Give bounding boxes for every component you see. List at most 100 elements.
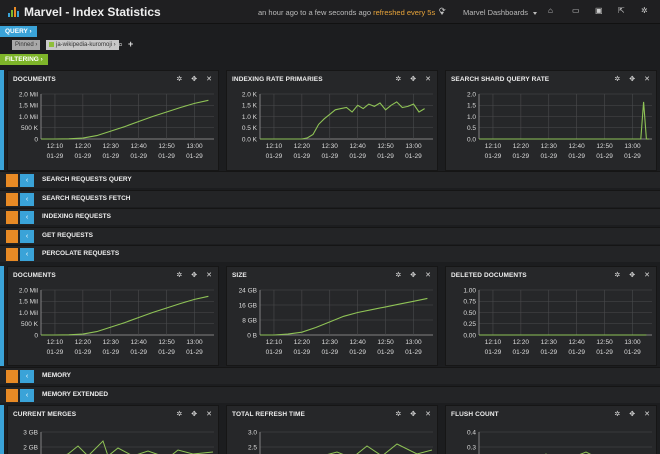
dashboards-menu-label: Marvel Dashboards <box>463 8 529 17</box>
close-icon[interactable]: ✕ <box>206 411 212 418</box>
move-icon[interactable]: ✥ <box>410 411 417 418</box>
collapsed-row[interactable]: ‹ MEMORY <box>0 367 660 384</box>
y-tick-label: 1.0 K <box>242 114 258 121</box>
query-tag-index[interactable]: ja-wikipedia-kuromoji › <box>46 40 119 50</box>
collapsed-row-title: SEARCH REQUESTS QUERY <box>42 176 132 183</box>
close-icon[interactable]: ✕ <box>644 272 650 279</box>
chart-svg: 2.0 Mil 1.5 Mil 1.0 Mil 500 K 0 12:10 01-29 12:… <box>19 91 214 160</box>
x-tick-date-label: 01-29 <box>130 153 147 160</box>
collapsed-row-title: GET REQUESTS <box>42 231 93 239</box>
panel-controls: ✲ ✥ ✕ <box>167 410 212 418</box>
row-color-marker <box>6 174 18 187</box>
time-range-picker[interactable]: an hour ago to a few seconds ago refresh… <box>258 8 445 17</box>
move-icon[interactable]: ✥ <box>629 76 636 83</box>
x-tick-date-label: 01-29 <box>266 153 283 160</box>
expand-row-icon[interactable]: ‹ <box>20 174 34 187</box>
save-icon[interactable]: ▣ <box>595 6 603 15</box>
chart-panel: DELETED DOCUMENTS ✲ ✥ ✕ 1.00 0.75 0.50 0.25 0.00… <box>445 266 657 366</box>
gear-icon[interactable]: ✲ <box>641 6 648 15</box>
filtering-toggle[interactable]: FILTERING › <box>0 54 48 65</box>
plus-icon[interactable]: + <box>128 39 134 49</box>
dashboards-menu[interactable]: Marvel Dashboards <box>463 8 538 17</box>
move-icon[interactable]: ✥ <box>629 272 636 279</box>
y-tick-label: 0 <box>34 332 38 339</box>
x-tick-label: 12:40 <box>131 143 148 150</box>
row-color-marker <box>0 405 4 454</box>
x-tick-date-label: 01-29 <box>158 349 175 356</box>
gear-icon[interactable]: ✲ <box>395 272 402 279</box>
close-icon[interactable]: ✕ <box>644 76 650 83</box>
collapsed-row[interactable]: ‹ INDEXING REQUESTS <box>0 208 660 225</box>
y-tick-label: 0 <box>34 136 38 143</box>
chevron-down-icon <box>533 11 538 15</box>
collapsed-row[interactable]: ‹ PERCOLATE REQUESTS <box>0 245 660 262</box>
expand-row-icon[interactable]: ‹ <box>20 192 34 206</box>
refresh-icon[interactable]: ⟳ <box>439 6 446 15</box>
move-icon[interactable]: ✥ <box>629 411 636 418</box>
gear-icon[interactable]: ✲ <box>395 411 402 418</box>
close-icon[interactable]: ✕ <box>644 411 650 418</box>
x-tick-label: 12:40 <box>569 339 586 346</box>
gear-icon[interactable]: ✲ <box>395 76 402 83</box>
x-tick-label: 12:40 <box>350 339 367 346</box>
close-icon[interactable]: ✕ <box>425 411 431 418</box>
x-tick-label: 12:20 <box>294 143 311 150</box>
gear-icon[interactable]: ✲ <box>176 76 183 83</box>
close-icon[interactable]: ✕ <box>206 272 212 279</box>
folder-open-icon[interactable]: ▭ <box>572 6 580 15</box>
expand-row-icon[interactable]: ‹ <box>20 211 34 224</box>
search-icon[interactable]: ⌕ <box>118 39 124 49</box>
move-icon[interactable]: ✥ <box>410 272 417 279</box>
x-tick-date-label: 01-29 <box>75 153 92 160</box>
x-tick-label: 12:20 <box>75 339 92 346</box>
x-tick-date-label: 01-29 <box>321 349 338 356</box>
x-tick-label: 12:30 <box>541 339 558 346</box>
x-tick-date-label: 01-29 <box>540 349 557 356</box>
move-icon[interactable]: ✥ <box>191 272 198 279</box>
query-tag-pinned[interactable]: Pinned › <box>12 40 41 50</box>
x-tick-date-label: 01-29 <box>47 349 64 356</box>
app-title: Marvel - Index Statistics <box>24 5 161 19</box>
x-tick-date-label: 01-29 <box>377 153 394 160</box>
gear-icon[interactable]: ✲ <box>176 272 183 279</box>
series-line <box>479 101 650 140</box>
query-toggle[interactable]: QUERY › <box>0 26 37 37</box>
expand-row-icon[interactable]: ‹ <box>20 229 34 243</box>
collapsed-row[interactable]: ‹ MEMORY EXTENDED <box>0 385 660 403</box>
x-tick-label: 12:30 <box>322 339 339 346</box>
chart-svg: 2.0 K 1.5 K 1.0 K 0.5 K 0.0 K 12:10 01-29 12:20… <box>242 91 433 160</box>
close-icon[interactable]: ✕ <box>425 272 431 279</box>
close-icon[interactable]: ✕ <box>425 76 431 83</box>
home-icon[interactable]: ⌂ <box>548 6 553 15</box>
y-tick-label: 2.0 Mil <box>19 287 39 294</box>
x-tick-date-label: 01-29 <box>405 349 422 356</box>
x-tick-date-label: 01-29 <box>266 349 283 356</box>
expand-row-icon[interactable]: ‹ <box>20 370 34 383</box>
move-icon[interactable]: ✥ <box>191 76 198 83</box>
close-icon[interactable]: ✕ <box>206 76 212 83</box>
collapsed-row-title: PERCOLATE REQUESTS <box>42 250 120 257</box>
gear-icon[interactable]: ✲ <box>614 272 621 279</box>
x-tick-date-label: 01-29 <box>349 153 366 160</box>
y-tick-label: 0.00 <box>463 332 476 339</box>
y-tick-label: 2.5 <box>248 444 257 451</box>
x-tick-label: 12:50 <box>377 339 394 346</box>
x-tick-label: 13:00 <box>405 339 422 346</box>
gear-icon[interactable]: ✲ <box>614 76 621 83</box>
x-tick-label: 12:30 <box>103 143 120 150</box>
y-tick-label: 0.75 <box>463 299 476 306</box>
y-tick-label: 0.3 <box>467 444 476 451</box>
collapsed-row[interactable]: ‹ GET REQUESTS <box>0 226 660 244</box>
y-tick-label: 3.0 <box>248 429 257 436</box>
move-icon[interactable]: ✥ <box>410 76 417 83</box>
collapsed-row[interactable]: ‹ SEARCH REQUESTS FETCH <box>0 189 660 207</box>
expand-row-icon[interactable]: ‹ <box>20 248 34 261</box>
share-icon[interactable]: ⇱ <box>618 6 625 15</box>
move-icon[interactable]: ✥ <box>191 411 198 418</box>
gear-icon[interactable]: ✲ <box>614 411 621 418</box>
x-tick-label: 12:10 <box>485 339 502 346</box>
gear-icon[interactable]: ✲ <box>176 411 183 418</box>
collapsed-row[interactable]: ‹ SEARCH REQUESTS QUERY <box>0 171 660 188</box>
expand-row-icon[interactable]: ‹ <box>20 388 34 402</box>
